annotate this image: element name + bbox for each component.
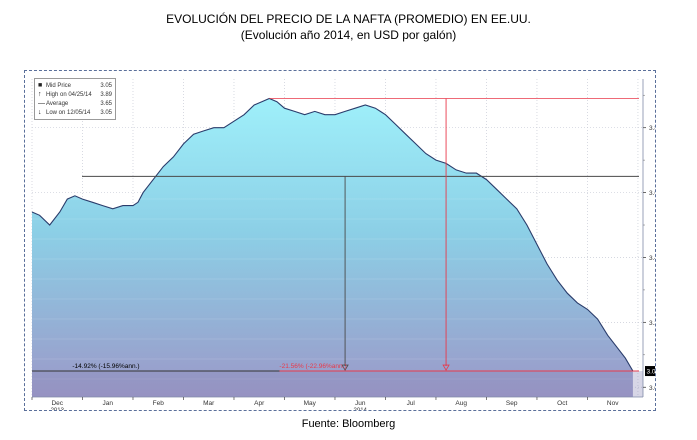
chart-legend: ■ Mid Price 3.05 ↑ High on 04/25/14 3.89… [34, 78, 116, 120]
chart-source: Fuente: Bloomberg [301, 418, 396, 430]
legend-label: Mid Price [46, 82, 72, 89]
legend-value: 3.65 [100, 100, 112, 107]
x-tick-label: Feb [153, 400, 165, 407]
drop-annotation: -21.56% (-22.96%ann.) [279, 363, 346, 370]
low-zone [32, 371, 643, 397]
x-tick-label: Jan [103, 400, 114, 407]
x-tick-label: Nov [607, 400, 619, 407]
x-tick-label: Dec [51, 400, 63, 407]
legend-value: 3.89 [100, 91, 112, 98]
price-chart: -14.92% (-15.96%ann.) -21.56% (-22.96%ann… [31, 79, 656, 410]
y-tick-label: 3.60 [649, 190, 655, 197]
legend-arrow-down-icon: ↓ [38, 109, 42, 116]
drop-annotation: -14.92% (-15.96%ann.) [72, 363, 139, 370]
x-tick-label: Apr [254, 400, 265, 407]
x-tick-label: Mar [203, 400, 215, 407]
legend-row: ■ Mid Price 3.05 [38, 81, 112, 90]
y-tick-label: 3.00 [649, 385, 655, 392]
legend-square-icon: ■ [38, 82, 43, 89]
chart-frame: -14.92% (-15.96%ann.) -21.56% (-22.96%ann… [24, 70, 656, 411]
x-tick-label: Aug [455, 400, 467, 407]
legend-arrow-up-icon: ↑ [38, 91, 42, 98]
x-tick-label: Oct [557, 400, 567, 407]
legend-label: Low on 12/05/14 [46, 109, 91, 116]
last-price-label: 3.05 [647, 369, 656, 376]
x-tick-label: Sep [506, 400, 518, 407]
legend-row: ↓ Low on 12/05/14 3.05 [38, 108, 112, 117]
chart-subtitle: (Evolución año 2014, en USD por galón) [240, 28, 457, 42]
chart-title: EVOLUCIÓN DEL PRECIO DE LA NAFTA (PROMED… [166, 12, 531, 26]
y-tick-label: 3.40 [649, 255, 655, 262]
drop-marker-arrow [442, 364, 450, 371]
price-area [32, 98, 633, 397]
legend-value: 3.05 [100, 109, 112, 116]
legend-row: ↑ High on 04/25/14 3.89 [38, 90, 112, 99]
x-tick-label: Jul [407, 400, 416, 407]
legend-value: 3.05 [100, 82, 112, 89]
x-tick-sublabel: 2014 [354, 408, 368, 410]
legend-label: High on 04/25/14 [46, 91, 92, 98]
y-tick-label: 3.20 [649, 320, 655, 327]
x-tick-label: May [304, 400, 317, 407]
legend-line-icon: — [38, 100, 45, 107]
price-line [31, 97, 634, 372]
x-tick-label: Jun [355, 400, 366, 407]
legend-row: — Average 3.65 [38, 99, 112, 108]
drop-marker-arrow [341, 364, 349, 371]
x-tick-sublabel: 2013 [51, 408, 65, 410]
y-tick-label: 3.80 [649, 125, 655, 132]
legend-label: Average [46, 100, 69, 107]
last-price-tag [645, 366, 655, 377]
